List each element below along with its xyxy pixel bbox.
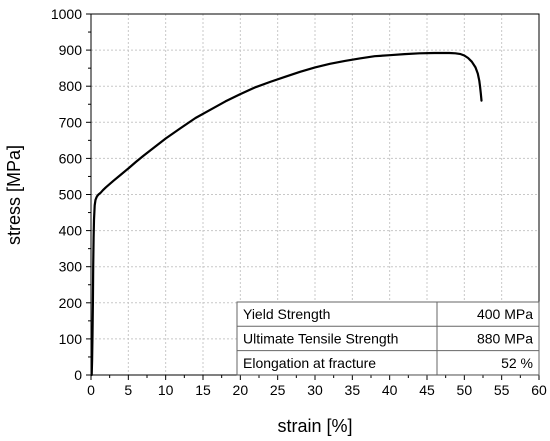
x-tick-label: 40 [382, 382, 398, 398]
y-axis-label: stress [MPa] [4, 145, 24, 245]
x-tick-label: 30 [307, 382, 323, 398]
y-tick-label: 200 [59, 295, 83, 311]
table-row-label: Elongation at fracture [243, 355, 376, 371]
y-axis: 0 100 200 300 400 500 600 700 800 900 1000 [51, 6, 91, 383]
properties-table: Yield Strength 400 MPa Ultimate Tensile St… [236, 301, 540, 376]
x-tick-label: 25 [270, 382, 286, 398]
plot-layer [90, 51, 483, 377]
table-row-label: Yield Strength [243, 306, 330, 322]
y-tick-label: 600 [59, 150, 83, 166]
table-row-value: 52 % [501, 355, 533, 371]
x-tick-label: 35 [345, 382, 361, 398]
x-tick-label: 10 [158, 382, 174, 398]
x-axis-label: strain [%] [277, 416, 352, 436]
x-tick-label: 5 [124, 382, 132, 398]
table-row-label: Ultimate Tensile Strength [243, 330, 398, 346]
table-row-value: 400 MPa [477, 306, 533, 322]
x-tick-label: 45 [419, 382, 435, 398]
y-tick-label: 100 [59, 331, 83, 347]
x-tick-label: 60 [531, 382, 547, 398]
y-tick-label: 800 [59, 78, 83, 94]
stress-strain-curve [90, 51, 483, 377]
x-tick-label: 15 [195, 382, 211, 398]
x-tick-label: 55 [494, 382, 510, 398]
x-tick-label: 0 [87, 382, 95, 398]
y-tick-label: 500 [59, 187, 83, 203]
table-row-value: 880 MPa [477, 330, 533, 346]
y-tick-label: 400 [59, 223, 83, 239]
x-axis: 0 5 10 15 20 25 30 35 40 45 50 55 60 [87, 375, 547, 398]
y-tick-label: 700 [59, 114, 83, 130]
x-tick-label: 50 [457, 382, 473, 398]
y-tick-label: 300 [59, 259, 83, 275]
x-tick-label: 20 [233, 382, 249, 398]
y-tick-label: 0 [74, 367, 82, 383]
y-tick-label: 1000 [51, 6, 82, 22]
table-frame [236, 301, 540, 376]
y-tick-label: 900 [59, 42, 83, 58]
